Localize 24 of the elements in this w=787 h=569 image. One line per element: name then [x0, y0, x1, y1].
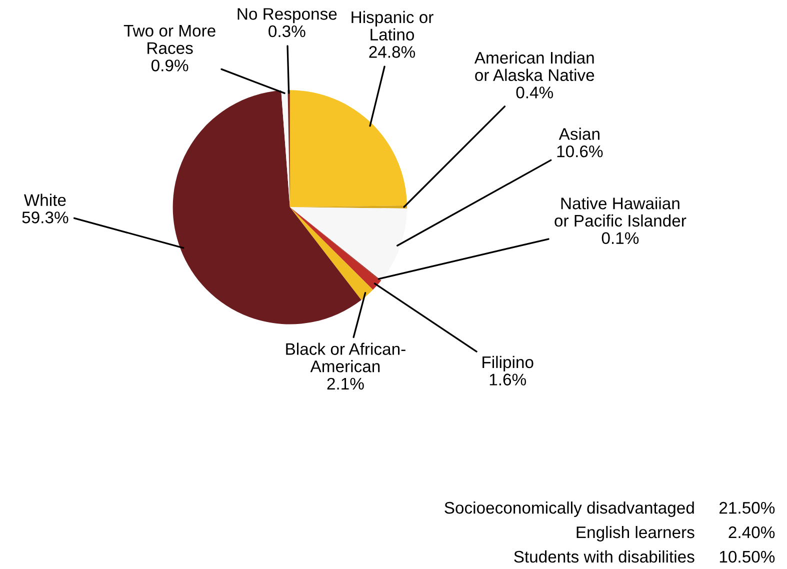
data-label: 0.4%: [516, 86, 554, 98]
text: Socioeconomically disadvantaged 21.50%: [444, 501, 775, 518]
data-label: 0.1%: [602, 232, 639, 244]
pie-slice: [281, 90, 290, 208]
slice-label: Filipino: [482, 356, 534, 372]
data-label: 0.3%: [268, 25, 306, 38]
data-label: 0.9%: [151, 60, 188, 72]
pie-slice: [172, 90, 362, 324]
pie-slice: [290, 207, 408, 280]
data-label: 59.3%: [22, 212, 68, 224]
slice-label: White: [24, 194, 66, 206]
slice-label: Native Hawaiian or Pacific Islander: [554, 197, 686, 227]
data-label: 24.8%: [369, 46, 416, 58]
slice-label: Two or More Races: [124, 25, 216, 54]
slice-label: Hispanic or Latino: [352, 10, 434, 41]
text: Students with disabilities 10.50%: [514, 550, 775, 563]
slice-label: No Response: [238, 8, 337, 24]
slice-label: American Indian or Alaska Native: [474, 51, 594, 82]
data-label: 10.6%: [557, 145, 603, 158]
data-label: 2.1%: [327, 378, 364, 390]
slice-label: Asian: [558, 128, 600, 140]
data-label: 1.6%: [490, 374, 526, 386]
text: English learners 2.40%: [576, 526, 775, 542]
slice-label: Black or African- American: [286, 342, 406, 372]
